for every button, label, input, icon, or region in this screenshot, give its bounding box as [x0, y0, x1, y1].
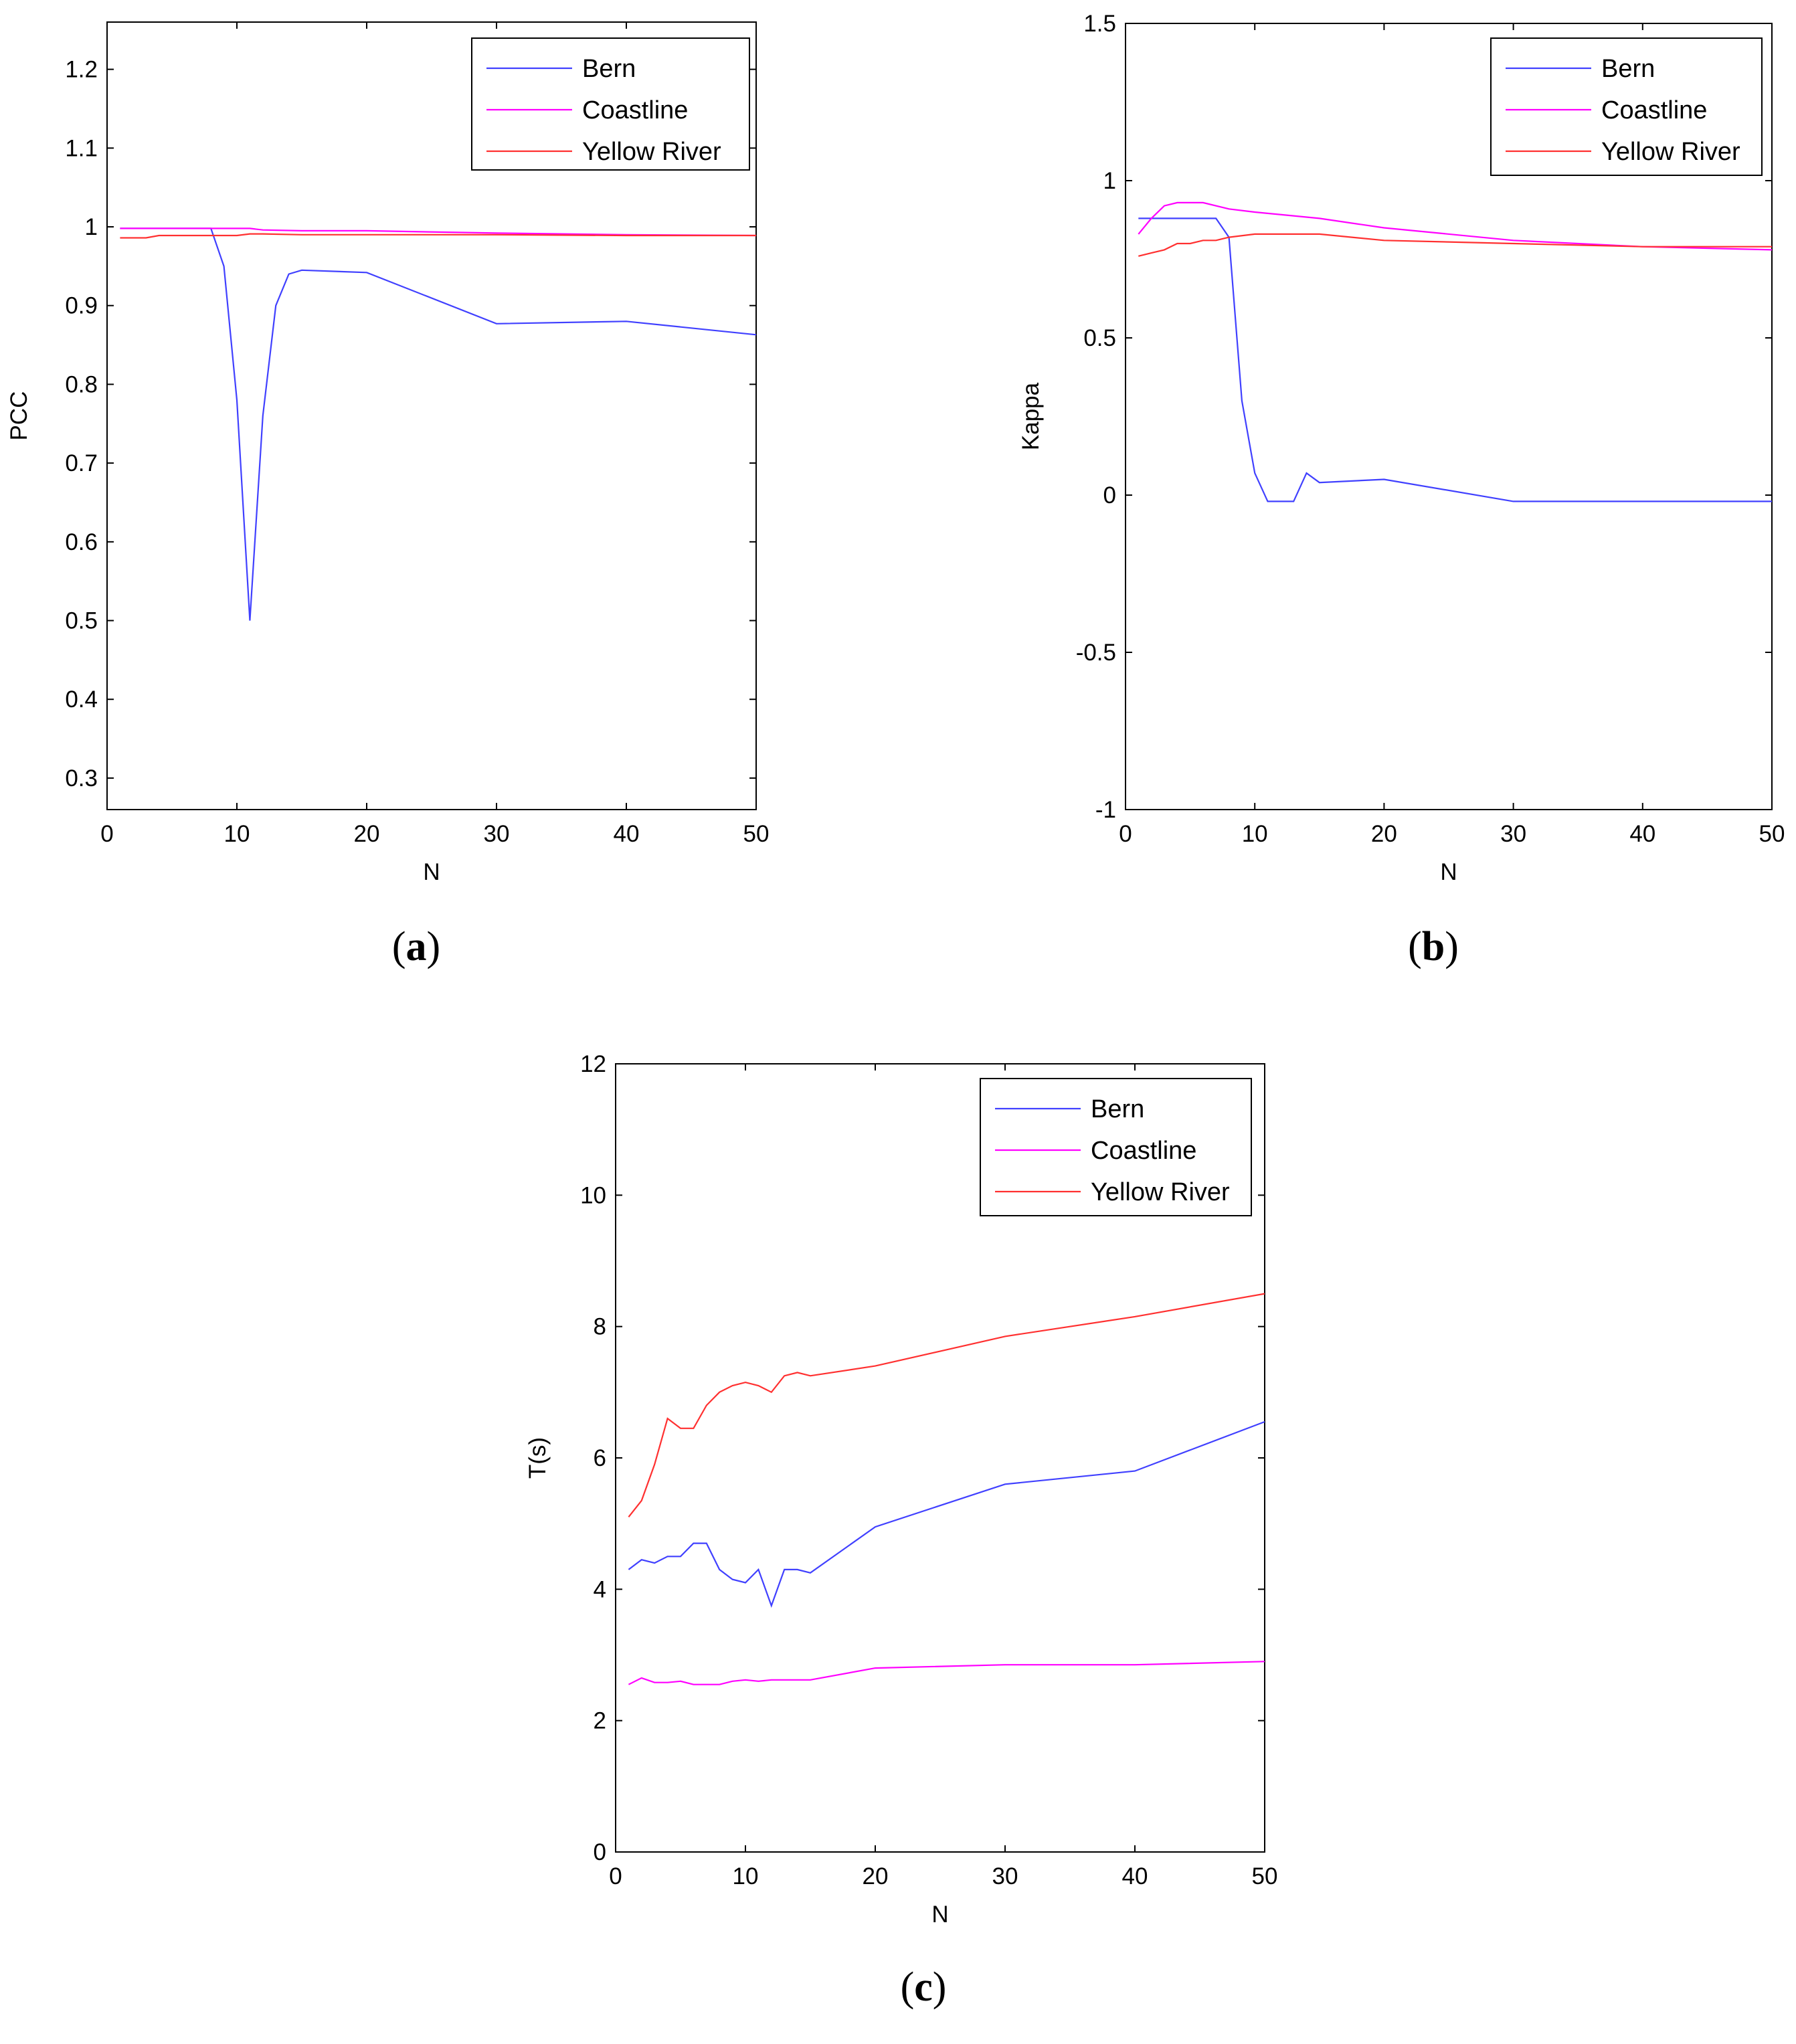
y-tick-label: 1 — [85, 214, 98, 240]
x-tick-label: 10 — [224, 821, 250, 847]
y-tick-label: 2 — [594, 1708, 606, 1734]
x-tick-label: 40 — [1122, 1863, 1148, 1889]
x-tick-label: 40 — [1629, 821, 1655, 847]
legend: Bern Coastline Yellow River — [1490, 37, 1763, 176]
legend-entry: Yellow River — [582, 138, 721, 166]
y-tick-label: 12 — [580, 1051, 606, 1077]
legend-box — [471, 37, 750, 171]
series-line-yellow-river — [120, 233, 756, 239]
y-axis-label: Kappa — [1018, 382, 1044, 450]
y-tick-label: -0.5 — [1076, 640, 1116, 666]
y-tick-label: 0.9 — [65, 293, 98, 319]
y-tick-label: 0.8 — [65, 371, 98, 397]
series-line-coastline — [120, 227, 756, 237]
series-line-bern — [1138, 217, 1772, 502]
x-tick-label: 20 — [863, 1863, 889, 1889]
y-tick-label: 0.3 — [65, 765, 98, 792]
x-axis-label: N — [931, 1901, 948, 1928]
x-tick-label: 0 — [609, 1863, 622, 1889]
x-axis-label: N — [423, 859, 440, 885]
y-tick-label: 8 — [594, 1314, 606, 1340]
panel-label: (b) — [1408, 924, 1459, 969]
series-line-yellow-river — [628, 1293, 1265, 1517]
legend-entry: Yellow River — [1601, 138, 1740, 166]
series-line-bern — [120, 227, 756, 621]
x-tick-label: 30 — [1500, 821, 1526, 847]
legend-entry: Yellow River — [1091, 1178, 1230, 1206]
x-axis-label: N — [1440, 859, 1457, 885]
legend-box — [980, 1078, 1252, 1216]
x-tick-label: 50 — [743, 821, 770, 847]
y-tick-label: 0.4 — [65, 686, 98, 713]
x-tick-label: 20 — [354, 821, 380, 847]
x-tick-label: 0 — [100, 821, 113, 847]
chart-c: 0 10 20 30 40 50 0 2 4 6 8 10 12 N T(s) Bern Coastline Ye… — [525, 1051, 1277, 2010]
y-tick-label: 0 — [594, 1839, 606, 1865]
plot-frame — [106, 21, 757, 810]
legend: Bern Coastline Yellow River — [471, 37, 750, 171]
legend-entry: Bern — [582, 55, 636, 83]
y-tick-label: 0.5 — [65, 608, 98, 634]
y-tick-label: 1.2 — [65, 57, 98, 83]
x-tick-label: 50 — [1759, 821, 1785, 847]
x-tick-label: 30 — [992, 1863, 1018, 1889]
series-line-coastline — [1138, 201, 1772, 251]
series-line-bern — [628, 1420, 1265, 1608]
legend-entry: Coastline — [582, 96, 688, 124]
series-line-yellow-river — [1138, 233, 1772, 257]
chart-b: 0 10 20 30 40 50 -1 -0.5 0 0.5 1 1.5 N Kappa Bern Coast… — [1018, 11, 1785, 969]
y-tick-label: 1.5 — [1083, 11, 1116, 37]
x-tick-label: 0 — [1119, 821, 1132, 847]
plot-frame — [1125, 23, 1773, 810]
x-tick-label: 50 — [1252, 1863, 1278, 1889]
panel-label: (c) — [901, 1964, 947, 2010]
y-tick-label: 10 — [580, 1182, 606, 1208]
legend-entry: Coastline — [1601, 96, 1707, 124]
y-axis-label: T(s) — [525, 1437, 551, 1479]
y-tick-label: 0.7 — [65, 450, 98, 476]
y-tick-label: 0 — [1103, 482, 1116, 508]
chart-a: 0 10 20 30 40 50 0.3 0.4 0.5 0.6 0.7 0.8 0.9 1 1.1 1.2 N… — [6, 21, 770, 969]
legend: Bern Coastline Yellow River — [980, 1078, 1252, 1216]
x-tick-label: 40 — [614, 821, 640, 847]
legend-entry: Coastline — [1091, 1137, 1196, 1165]
panel-label: (a) — [392, 924, 440, 969]
x-tick-label: 10 — [733, 1863, 759, 1889]
x-tick-label: 10 — [1242, 821, 1268, 847]
y-tick-label: 4 — [594, 1576, 606, 1602]
legend-box — [1490, 37, 1763, 176]
y-axis-label: PCC — [6, 391, 32, 441]
series-line-coastline — [628, 1661, 1265, 1685]
y-tick-label: 1 — [1103, 168, 1116, 194]
y-tick-label: -1 — [1095, 797, 1116, 823]
y-tick-label: 6 — [594, 1445, 606, 1471]
y-tick-label: 0.5 — [1083, 325, 1116, 351]
y-tick-label: 0.6 — [65, 529, 98, 555]
y-tick-label: 1.1 — [65, 135, 98, 161]
x-tick-label: 20 — [1371, 821, 1397, 847]
legend-entry: Bern — [1601, 55, 1655, 83]
x-tick-label: 30 — [484, 821, 510, 847]
legend-entry: Bern — [1091, 1095, 1144, 1123]
